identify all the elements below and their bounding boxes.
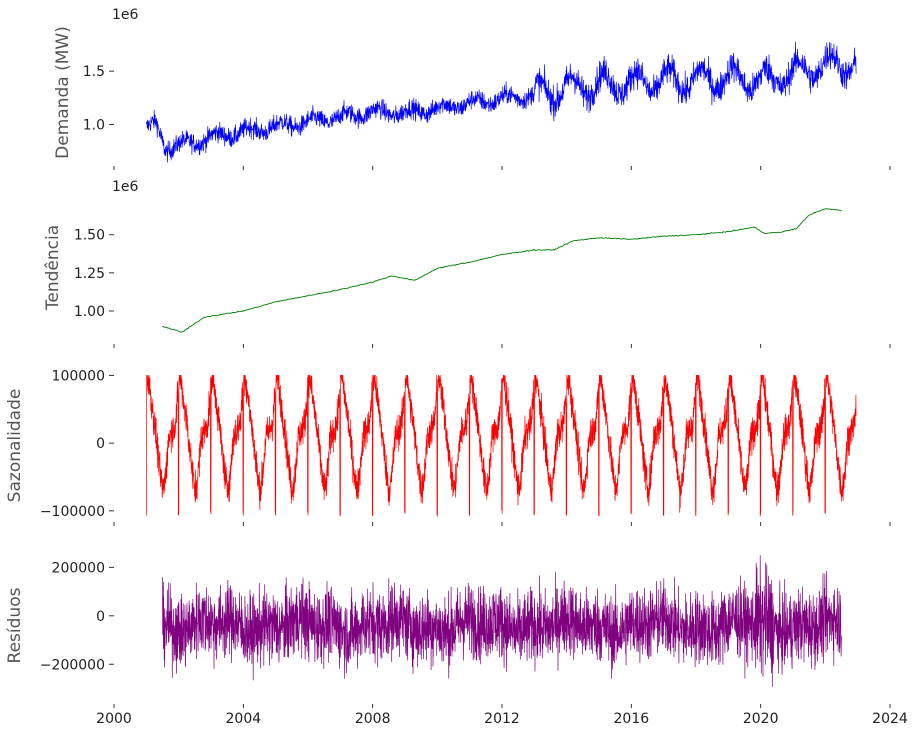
residuals-ylabel: Resíduos [5,587,25,663]
xtick-label: 2004 [226,711,262,727]
xtick-label: 2012 [484,711,520,727]
xtick-label: 2024 [872,711,908,727]
seasonal-ylabel: Sazonalidade [5,389,25,503]
trend-ytick-label: 1.50 [74,228,105,244]
residuals-series-line [162,555,842,688]
seasonal-series-line [145,375,857,517]
panel-residuals: Resíduos −200000 0 200000 2000 2004 2008 2012 20… [5,555,908,727]
seasonal-ytick-label: −100000 [40,504,105,520]
xtick-label: 2008 [355,711,391,727]
xtick-label: 2000 [96,711,132,727]
xtick-label: 2020 [743,711,779,727]
panel-demand: Demanda (MW) 1e6 1.0 1.5 [53,7,891,170]
residuals-ytick-label: 200000 [52,560,105,576]
panel-trend: Tendência 1e6 1.00 1.25 1.50 [43,179,891,348]
trend-ylabel: Tendência [43,225,63,311]
residuals-ytick-label: 0 [96,609,105,625]
residuals-ytick-label: −200000 [40,657,105,673]
demand-series-line [145,41,857,163]
seasonal-ytick-label: 0 [96,436,105,452]
trend-series-line [162,208,842,333]
seasonal-ytick-label: 100000 [52,368,105,384]
trend-ytick-label: 1.00 [74,304,105,320]
trend-offset-text: 1e6 [112,179,139,195]
demand-ytick-label: 1.5 [83,64,105,80]
xtick-label: 2016 [614,711,650,727]
trend-ytick-label: 1.25 [74,266,105,282]
demand-offset-text: 1e6 [112,7,139,23]
demand-ylabel: Demanda (MW) [53,26,73,159]
panel-seasonal: Sazonalidade −100000 0 100000 [5,368,891,526]
demand-ytick-label: 1.0 [83,117,105,133]
